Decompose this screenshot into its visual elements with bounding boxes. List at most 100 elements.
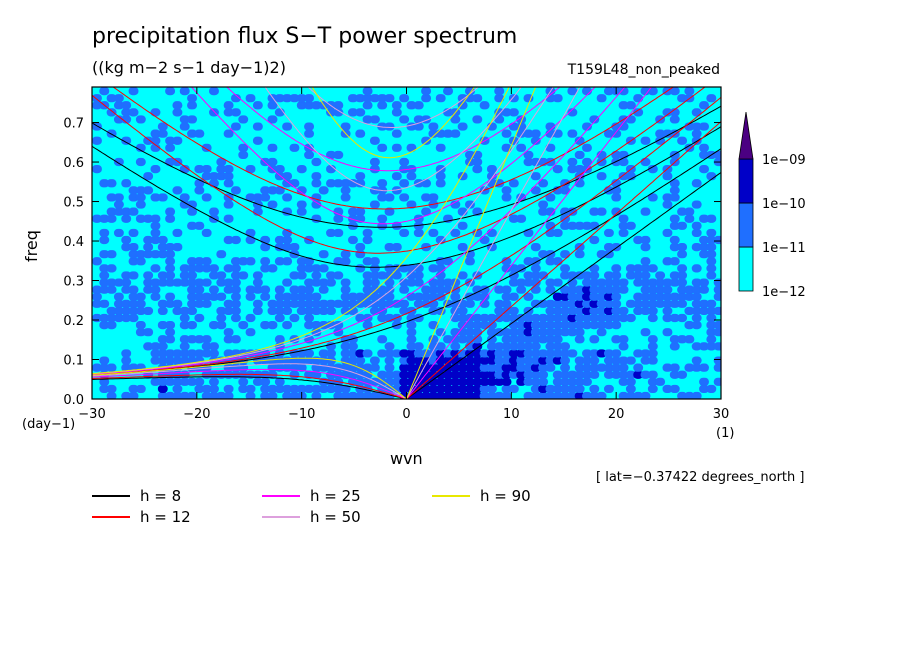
field-cell <box>362 391 373 399</box>
field-cell <box>596 299 607 308</box>
field-cell <box>135 292 146 301</box>
field-cell <box>421 207 432 216</box>
field-cell <box>633 299 644 308</box>
field-cell <box>369 356 380 365</box>
field-cell <box>384 342 395 351</box>
field-cell <box>369 165 380 174</box>
y-tick-label: 0.6 <box>63 156 84 171</box>
field-cell <box>406 313 417 323</box>
field-cell <box>530 335 541 344</box>
field-cell <box>530 391 541 399</box>
field-cell <box>508 179 519 188</box>
field-cell <box>179 115 190 124</box>
field-cell <box>384 299 395 308</box>
field-cell <box>340 122 351 131</box>
field-cell <box>479 356 490 365</box>
field-cell <box>611 299 622 308</box>
field-cell <box>157 129 168 138</box>
field-cell <box>596 306 607 316</box>
colorbar-arrow <box>738 111 754 160</box>
field-cell <box>677 250 688 259</box>
field-cell <box>567 285 578 294</box>
field-cell <box>121 285 132 294</box>
field-cell <box>209 264 219 273</box>
field-cell <box>216 278 227 287</box>
field-cell <box>684 321 695 330</box>
field-cell <box>194 264 205 273</box>
field-cell <box>574 292 585 301</box>
field-cell <box>318 299 329 308</box>
field-cell <box>618 335 629 344</box>
field-cell <box>194 165 205 174</box>
field-cell <box>391 243 402 252</box>
field-cell <box>150 292 161 301</box>
field-cell <box>369 264 380 273</box>
field-cell <box>143 235 154 245</box>
field-cell <box>179 264 190 273</box>
field-cell <box>603 313 614 323</box>
field-cell <box>157 271 168 280</box>
field-cell <box>603 306 614 316</box>
field-cell <box>706 264 717 273</box>
field-cell <box>179 193 190 202</box>
field-cell <box>391 271 402 280</box>
field-cell <box>545 122 556 131</box>
field-cell <box>304 292 315 301</box>
field-cell <box>479 321 490 330</box>
field-cell <box>128 207 139 216</box>
field-cell <box>318 306 329 316</box>
field-cell <box>201 349 212 358</box>
field-cell <box>274 285 285 294</box>
field-cell <box>399 193 410 202</box>
field-cell <box>589 299 600 308</box>
field-cell <box>296 285 307 294</box>
field-cell <box>501 264 512 273</box>
field-cell <box>355 179 366 188</box>
x-axis-unit: (1) <box>716 426 735 441</box>
field-cell <box>289 271 300 280</box>
field-cell <box>369 299 380 308</box>
field-cell <box>669 384 680 394</box>
field-cell <box>625 356 636 365</box>
field-cell <box>662 278 673 287</box>
field-cell <box>113 306 124 316</box>
field-cell <box>150 108 161 117</box>
field-cell <box>669 313 680 323</box>
field-cell <box>260 264 271 273</box>
field-cell <box>582 356 592 365</box>
field-cell <box>516 370 527 379</box>
field-cell <box>684 335 695 344</box>
field-cell <box>662 172 673 181</box>
field-cell <box>135 257 146 266</box>
field-cell <box>304 306 315 316</box>
field-cell <box>596 207 607 216</box>
field-cell <box>289 94 300 103</box>
field-cell <box>545 193 556 202</box>
field-cell <box>128 108 139 117</box>
field-cell <box>501 342 512 351</box>
field-cell <box>603 250 614 259</box>
field-cell <box>669 186 680 195</box>
field-cell <box>187 200 197 209</box>
field-cell <box>369 157 380 167</box>
field-cell <box>304 94 315 103</box>
field-cell <box>596 172 607 181</box>
field-cell <box>479 292 490 301</box>
legend-label-h12: h = 12 <box>140 508 191 526</box>
field-cell <box>457 377 468 386</box>
chart-units: ((kg m−2 s−1 day−1)2) <box>92 58 286 77</box>
field-cell <box>691 342 702 351</box>
field-cell <box>304 150 315 160</box>
field-cell <box>603 363 614 372</box>
field-cell <box>223 335 234 344</box>
field-cell <box>399 299 410 308</box>
field-cell <box>574 377 585 386</box>
field-cell <box>545 285 556 294</box>
field-cell <box>289 285 300 294</box>
field-cell <box>677 136 688 145</box>
field-cell <box>128 313 139 323</box>
field-cell <box>706 214 717 223</box>
field-cell <box>274 257 285 266</box>
field-cell <box>347 179 358 188</box>
field-cell <box>274 292 285 301</box>
